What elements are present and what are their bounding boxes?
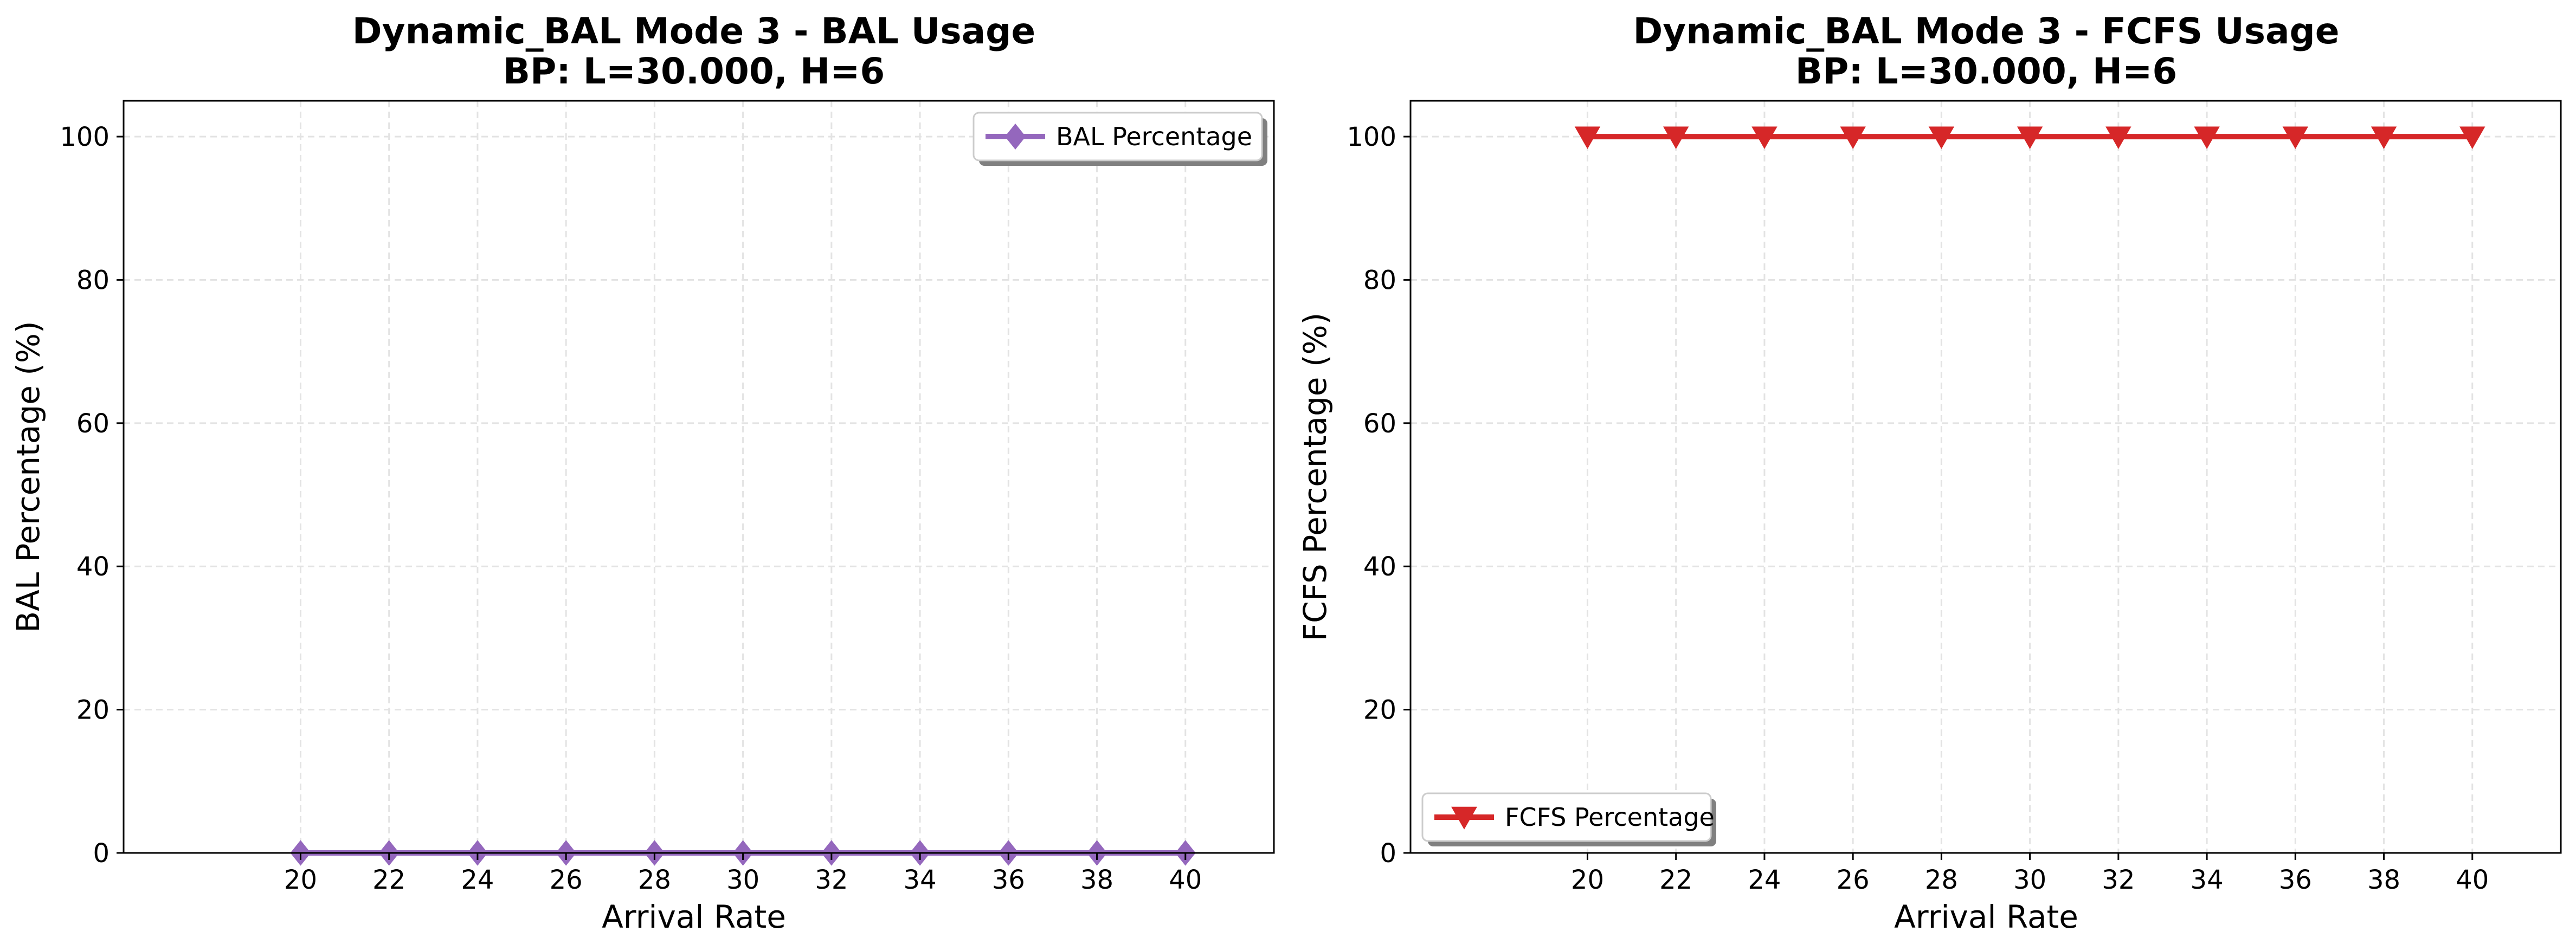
y-tick-label: 80 bbox=[76, 265, 110, 295]
x-axis-label: Arrival Rate bbox=[602, 898, 786, 935]
legend: BAL Percentage bbox=[973, 112, 1267, 166]
series-layer bbox=[1574, 126, 2485, 150]
legend-marker-triangle-down bbox=[1451, 806, 1477, 830]
y-tick-label: 60 bbox=[76, 409, 110, 439]
y-tick-label: 60 bbox=[1363, 409, 1396, 439]
x-tick-label: 28 bbox=[1925, 865, 1958, 895]
data-point bbox=[2282, 126, 2309, 150]
data-point bbox=[2017, 126, 2043, 150]
legend: FCFS Percentage bbox=[1421, 792, 1716, 846]
data-point bbox=[1663, 126, 1689, 150]
legend-label: FCFS Percentage bbox=[1505, 803, 1715, 832]
x-tick-label: 28 bbox=[638, 865, 671, 895]
x-tick-label: 22 bbox=[1659, 865, 1692, 895]
x-tick-label: 20 bbox=[284, 865, 317, 895]
data-point bbox=[2371, 126, 2397, 150]
y-tick-label: 80 bbox=[1363, 265, 1396, 295]
y-tick-label: 0 bbox=[93, 838, 110, 869]
data-point bbox=[1928, 126, 1955, 150]
y-tick-label: 100 bbox=[60, 122, 110, 152]
plot-frame bbox=[123, 100, 1275, 854]
data-point bbox=[2459, 126, 2485, 150]
y-tick-label: 0 bbox=[1380, 838, 1396, 869]
x-tick-label: 26 bbox=[1837, 865, 1870, 895]
panel-subtitle: BP: L=30.000, H=6 bbox=[1795, 50, 2178, 92]
x-tick-label: 36 bbox=[2279, 865, 2312, 895]
panel-title: Dynamic_BAL Mode 3 - BAL Usage bbox=[352, 10, 1035, 52]
legend-label: BAL Percentage bbox=[1056, 122, 1252, 151]
data-point bbox=[2105, 126, 2131, 150]
data-point bbox=[1751, 126, 1778, 150]
panel-title: Dynamic_BAL Mode 3 - FCFS Usage bbox=[1633, 10, 2339, 52]
x-tick-label: 20 bbox=[1571, 865, 1604, 895]
x-axis-label: Arrival Rate bbox=[1894, 898, 2078, 935]
ticks: 20 22 24 26 28 30 32 34 36 38 40 0 20 40 60 80 100 bbox=[60, 122, 1202, 895]
y-tick-label: 20 bbox=[76, 695, 110, 726]
x-tick-label: 32 bbox=[2102, 865, 2135, 895]
legend-box bbox=[1421, 792, 1712, 842]
x-tick-label: 24 bbox=[1748, 865, 1781, 895]
bal-usage-panel: Dynamic_BAL Mode 3 - BAL Usage BP: L=30.… bbox=[10, 10, 1275, 935]
x-tick-label: 24 bbox=[461, 865, 494, 895]
x-tick-label: 36 bbox=[992, 865, 1025, 895]
x-tick-label: 34 bbox=[2191, 865, 2224, 895]
x-tick-label: 40 bbox=[2456, 865, 2489, 895]
plot-frame bbox=[1409, 100, 2562, 854]
panel-subtitle: BP: L=30.000, H=6 bbox=[503, 50, 885, 92]
x-tick-label: 30 bbox=[726, 865, 759, 895]
x-tick-label: 34 bbox=[904, 865, 937, 895]
data-point bbox=[1840, 126, 1866, 150]
x-tick-label: 26 bbox=[550, 865, 583, 895]
legend-box bbox=[973, 112, 1263, 161]
fcfs-usage-panel: Dynamic_BAL Mode 3 - FCFS Usage BP: L=30… bbox=[1297, 10, 2562, 935]
x-tick-label: 32 bbox=[815, 865, 848, 895]
y-tick-label: 40 bbox=[76, 552, 110, 582]
x-tick-label: 38 bbox=[2367, 865, 2400, 895]
y-tick-label: 100 bbox=[1347, 122, 1396, 152]
data-point bbox=[1574, 126, 1601, 150]
x-tick-label: 40 bbox=[1169, 865, 1202, 895]
x-tick-label: 22 bbox=[372, 865, 405, 895]
x-tick-label: 38 bbox=[1080, 865, 1113, 895]
x-tick-label: 30 bbox=[2013, 865, 2046, 895]
y-tick-label: 40 bbox=[1363, 552, 1396, 582]
y-tick-label: 20 bbox=[1363, 695, 1396, 726]
ticks: 20 22 24 26 28 30 32 34 36 38 40 0 20 40 60 80 100 bbox=[1347, 122, 2489, 895]
y-axis-label: BAL Percentage (%) bbox=[10, 321, 47, 632]
data-point bbox=[2194, 126, 2220, 150]
legend-marker-diamond bbox=[1004, 124, 1026, 150]
y-axis-label: FCFS Percentage (%) bbox=[1297, 313, 1334, 642]
